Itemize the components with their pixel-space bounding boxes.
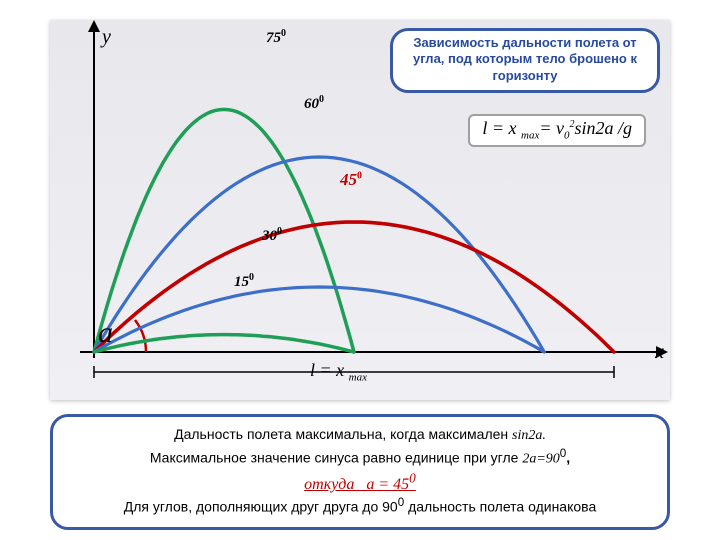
xmax-label: l = x max — [310, 360, 367, 384]
bottom-explanation: Дальность полета максимальна, когда макс… — [50, 414, 670, 530]
curve-45-label: 450 — [340, 170, 362, 190]
alpha-symbol: a — [98, 316, 113, 350]
chart-area: y x Зависимость дальности полета от угла… — [50, 20, 670, 400]
curve-60 — [94, 157, 544, 352]
title-box: Зависимость дальности полета от угла, по… — [390, 28, 660, 93]
curve-15-label: 150 — [234, 272, 254, 291]
curve-30-label: 300 — [262, 226, 282, 245]
formula-box: l = x max= v02sin2a /g — [468, 114, 646, 147]
stage: y x Зависимость дальности полета от угла… — [0, 0, 720, 540]
axis-label-x: x — [655, 341, 664, 364]
curve-60-label: 600 — [304, 94, 324, 113]
curve-15 — [94, 335, 354, 352]
curve-75-label: 750 — [266, 28, 286, 47]
axis-label-y: y — [102, 26, 111, 49]
